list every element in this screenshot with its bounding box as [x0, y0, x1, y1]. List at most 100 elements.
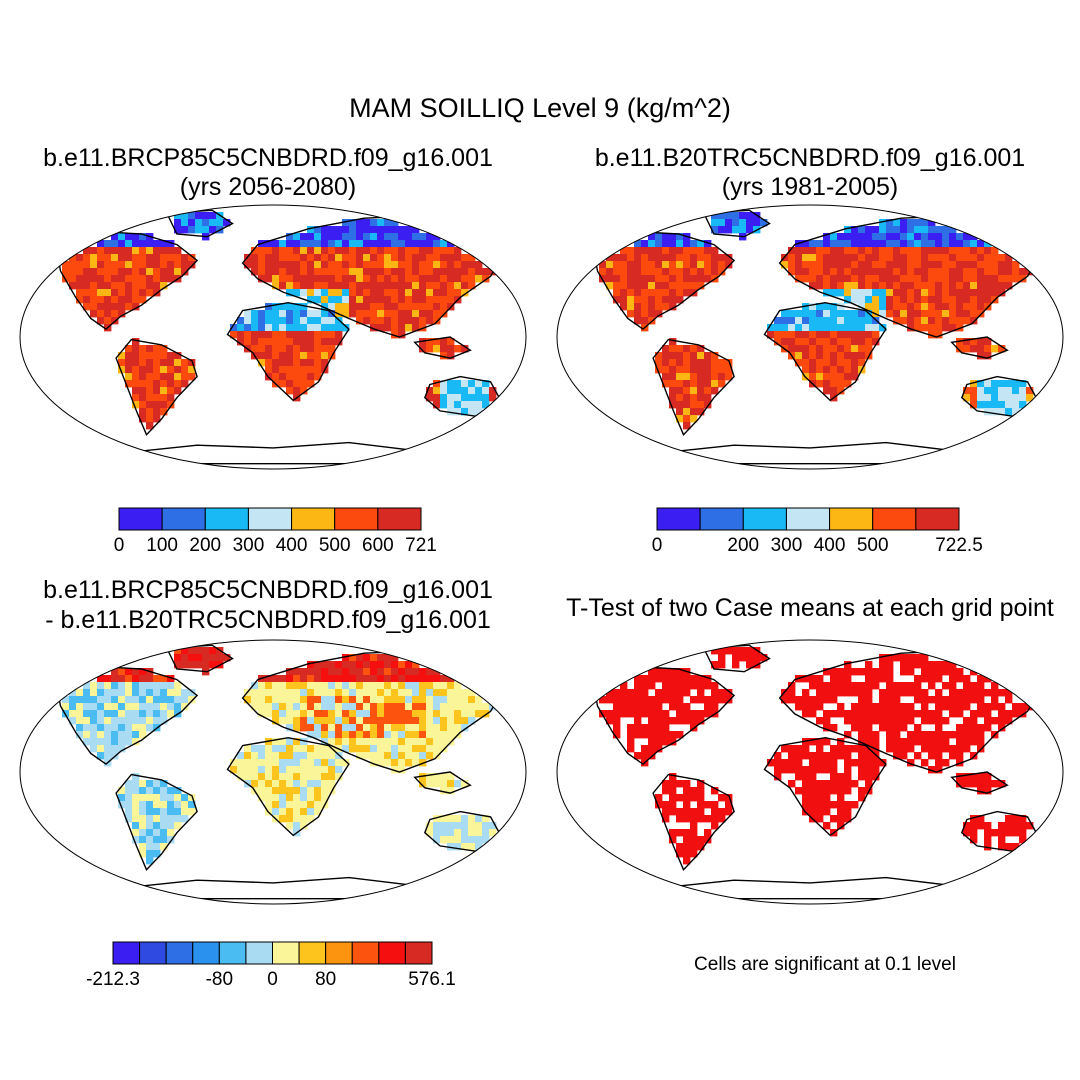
grid-cell [942, 745, 950, 753]
grid-cell [865, 254, 873, 262]
grid-cell [440, 703, 448, 711]
grid-cell [697, 836, 705, 844]
grid-cell [342, 731, 350, 739]
grid-cell [998, 282, 1006, 290]
grid-cell [844, 261, 852, 269]
grid-cell [683, 408, 691, 416]
grid-cell [153, 415, 161, 423]
grid-cell [181, 359, 189, 367]
grid-cell [265, 689, 273, 697]
grid-cell [970, 247, 978, 255]
grid-cell [683, 787, 691, 795]
grid-cell [858, 710, 866, 718]
grid-cell [104, 254, 112, 262]
grid-cell [634, 682, 642, 690]
grid-cell [634, 296, 642, 304]
grid-cell [851, 338, 859, 346]
grid-cell [384, 247, 392, 255]
grid-cell [202, 212, 210, 220]
grid-cell [167, 801, 175, 809]
grid-cell [104, 317, 112, 325]
grid-cell [272, 324, 280, 332]
grid-cell [900, 275, 908, 283]
grid-cell [690, 808, 698, 816]
grid-cell [942, 240, 950, 248]
grid-cell [398, 689, 406, 697]
grid-cell [844, 268, 852, 276]
coastline-northAmerica [54, 665, 199, 765]
grid-cell [139, 415, 147, 423]
grid-cell [125, 668, 133, 676]
figure-title: MAM SOILLIQ Level 9 (kg/m^2) [349, 93, 731, 123]
grid-cell [426, 275, 434, 283]
grid-cell [683, 282, 691, 290]
grid-cell [893, 268, 901, 276]
grid-cell [349, 247, 357, 255]
grid-cell [475, 275, 483, 283]
grid-cell [447, 689, 455, 697]
grid-cell [886, 668, 894, 676]
grid-cell [879, 240, 887, 248]
grid-cell [900, 296, 908, 304]
grid-cell [342, 675, 350, 683]
grid-cell [1005, 689, 1013, 697]
grid-cell [676, 387, 684, 395]
grid-cell [468, 710, 476, 718]
grid-cell [90, 724, 98, 732]
grid-cell [697, 366, 705, 374]
grid-cell [356, 661, 364, 669]
grid-cell [816, 268, 824, 276]
grid-cell [377, 310, 385, 318]
grid-cell [886, 310, 894, 318]
grid-cell [104, 724, 112, 732]
grid-cell [669, 268, 677, 276]
grid-cell [977, 380, 985, 388]
grid-cell [830, 387, 838, 395]
grid-cell [928, 268, 936, 276]
grid-cell [482, 836, 490, 844]
grid-cell [391, 752, 399, 760]
grid-cell [139, 787, 147, 795]
grid-cell [209, 219, 217, 227]
grid-cell [991, 696, 999, 704]
grid-cell [851, 331, 859, 339]
grid-cell [669, 296, 677, 304]
grid-cell [335, 338, 343, 346]
grid-cell [823, 380, 831, 388]
grid-cell [704, 275, 712, 283]
grid-cell [907, 289, 915, 297]
grid-cell [697, 359, 705, 367]
grid-cell [830, 710, 838, 718]
grid-cell [711, 682, 719, 690]
grid-cell [921, 310, 929, 318]
grid-cell [405, 682, 413, 690]
grid-cell [125, 296, 133, 304]
grid-cell [676, 710, 684, 718]
grid-cell [704, 240, 712, 248]
grid-cell [419, 731, 427, 739]
grid-cell [293, 682, 301, 690]
grid-cell [655, 703, 663, 711]
grid-cell [475, 387, 483, 395]
grid-cell [858, 696, 866, 704]
grid-cell [998, 394, 1006, 402]
grid-cell [655, 668, 663, 676]
grid-cell [258, 696, 266, 704]
grid-cell [258, 247, 266, 255]
grid-cell [132, 773, 140, 781]
grid-cell [391, 324, 399, 332]
grid-cell [342, 261, 350, 269]
grid-cell [342, 219, 350, 227]
grid-cell [293, 380, 301, 388]
grid-cell [384, 759, 392, 767]
grid-cell [711, 822, 719, 830]
grid-cell [363, 738, 371, 746]
grid-cell [419, 317, 427, 325]
grid-cell [454, 822, 462, 830]
grid-cell [620, 303, 628, 311]
grid-cell [139, 387, 147, 395]
grid-cell [440, 401, 448, 409]
grid-cell [844, 773, 852, 781]
grid-cell [627, 696, 635, 704]
grid-cell [258, 268, 266, 276]
